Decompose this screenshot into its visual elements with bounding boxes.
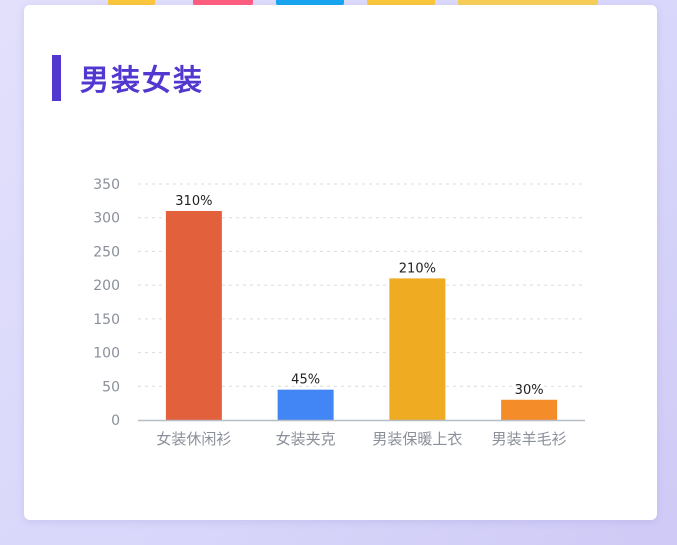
x-tick-label: 女装休闲衫 bbox=[156, 430, 231, 448]
y-tick-label: 300 bbox=[93, 211, 120, 227]
data-label: 45% bbox=[291, 373, 320, 388]
x-tick-label: 男装羊毛衫 bbox=[492, 430, 567, 448]
y-tick-label: 0 bbox=[111, 413, 120, 429]
y-tick-label: 200 bbox=[93, 278, 120, 294]
y-tick-label: 250 bbox=[93, 244, 120, 260]
y-tick-label: 150 bbox=[93, 312, 120, 328]
title-accent-bar bbox=[52, 55, 61, 101]
decoration-block bbox=[193, 0, 253, 6]
data-label: 30% bbox=[515, 383, 544, 398]
y-tick-label: 50 bbox=[102, 379, 120, 395]
bar bbox=[389, 278, 446, 420]
chart-card: 男装女装 bbox=[24, 5, 657, 520]
x-tick-label: 男装保暖上衣 bbox=[372, 430, 462, 448]
bar bbox=[165, 210, 222, 420]
y-tick-label: 100 bbox=[93, 346, 120, 362]
page-title: 男装女装 bbox=[80, 63, 205, 97]
y-tick-label: 350 bbox=[93, 177, 120, 193]
decoration-block bbox=[276, 0, 344, 6]
decoration-block bbox=[367, 0, 435, 6]
bar bbox=[501, 399, 558, 420]
x-tick-label: 女装夹克 bbox=[276, 430, 336, 448]
data-label: 310% bbox=[175, 194, 212, 209]
decoration-block bbox=[108, 0, 155, 6]
decoration-block bbox=[458, 0, 598, 6]
data-label: 210% bbox=[399, 261, 436, 276]
bar bbox=[277, 389, 334, 420]
